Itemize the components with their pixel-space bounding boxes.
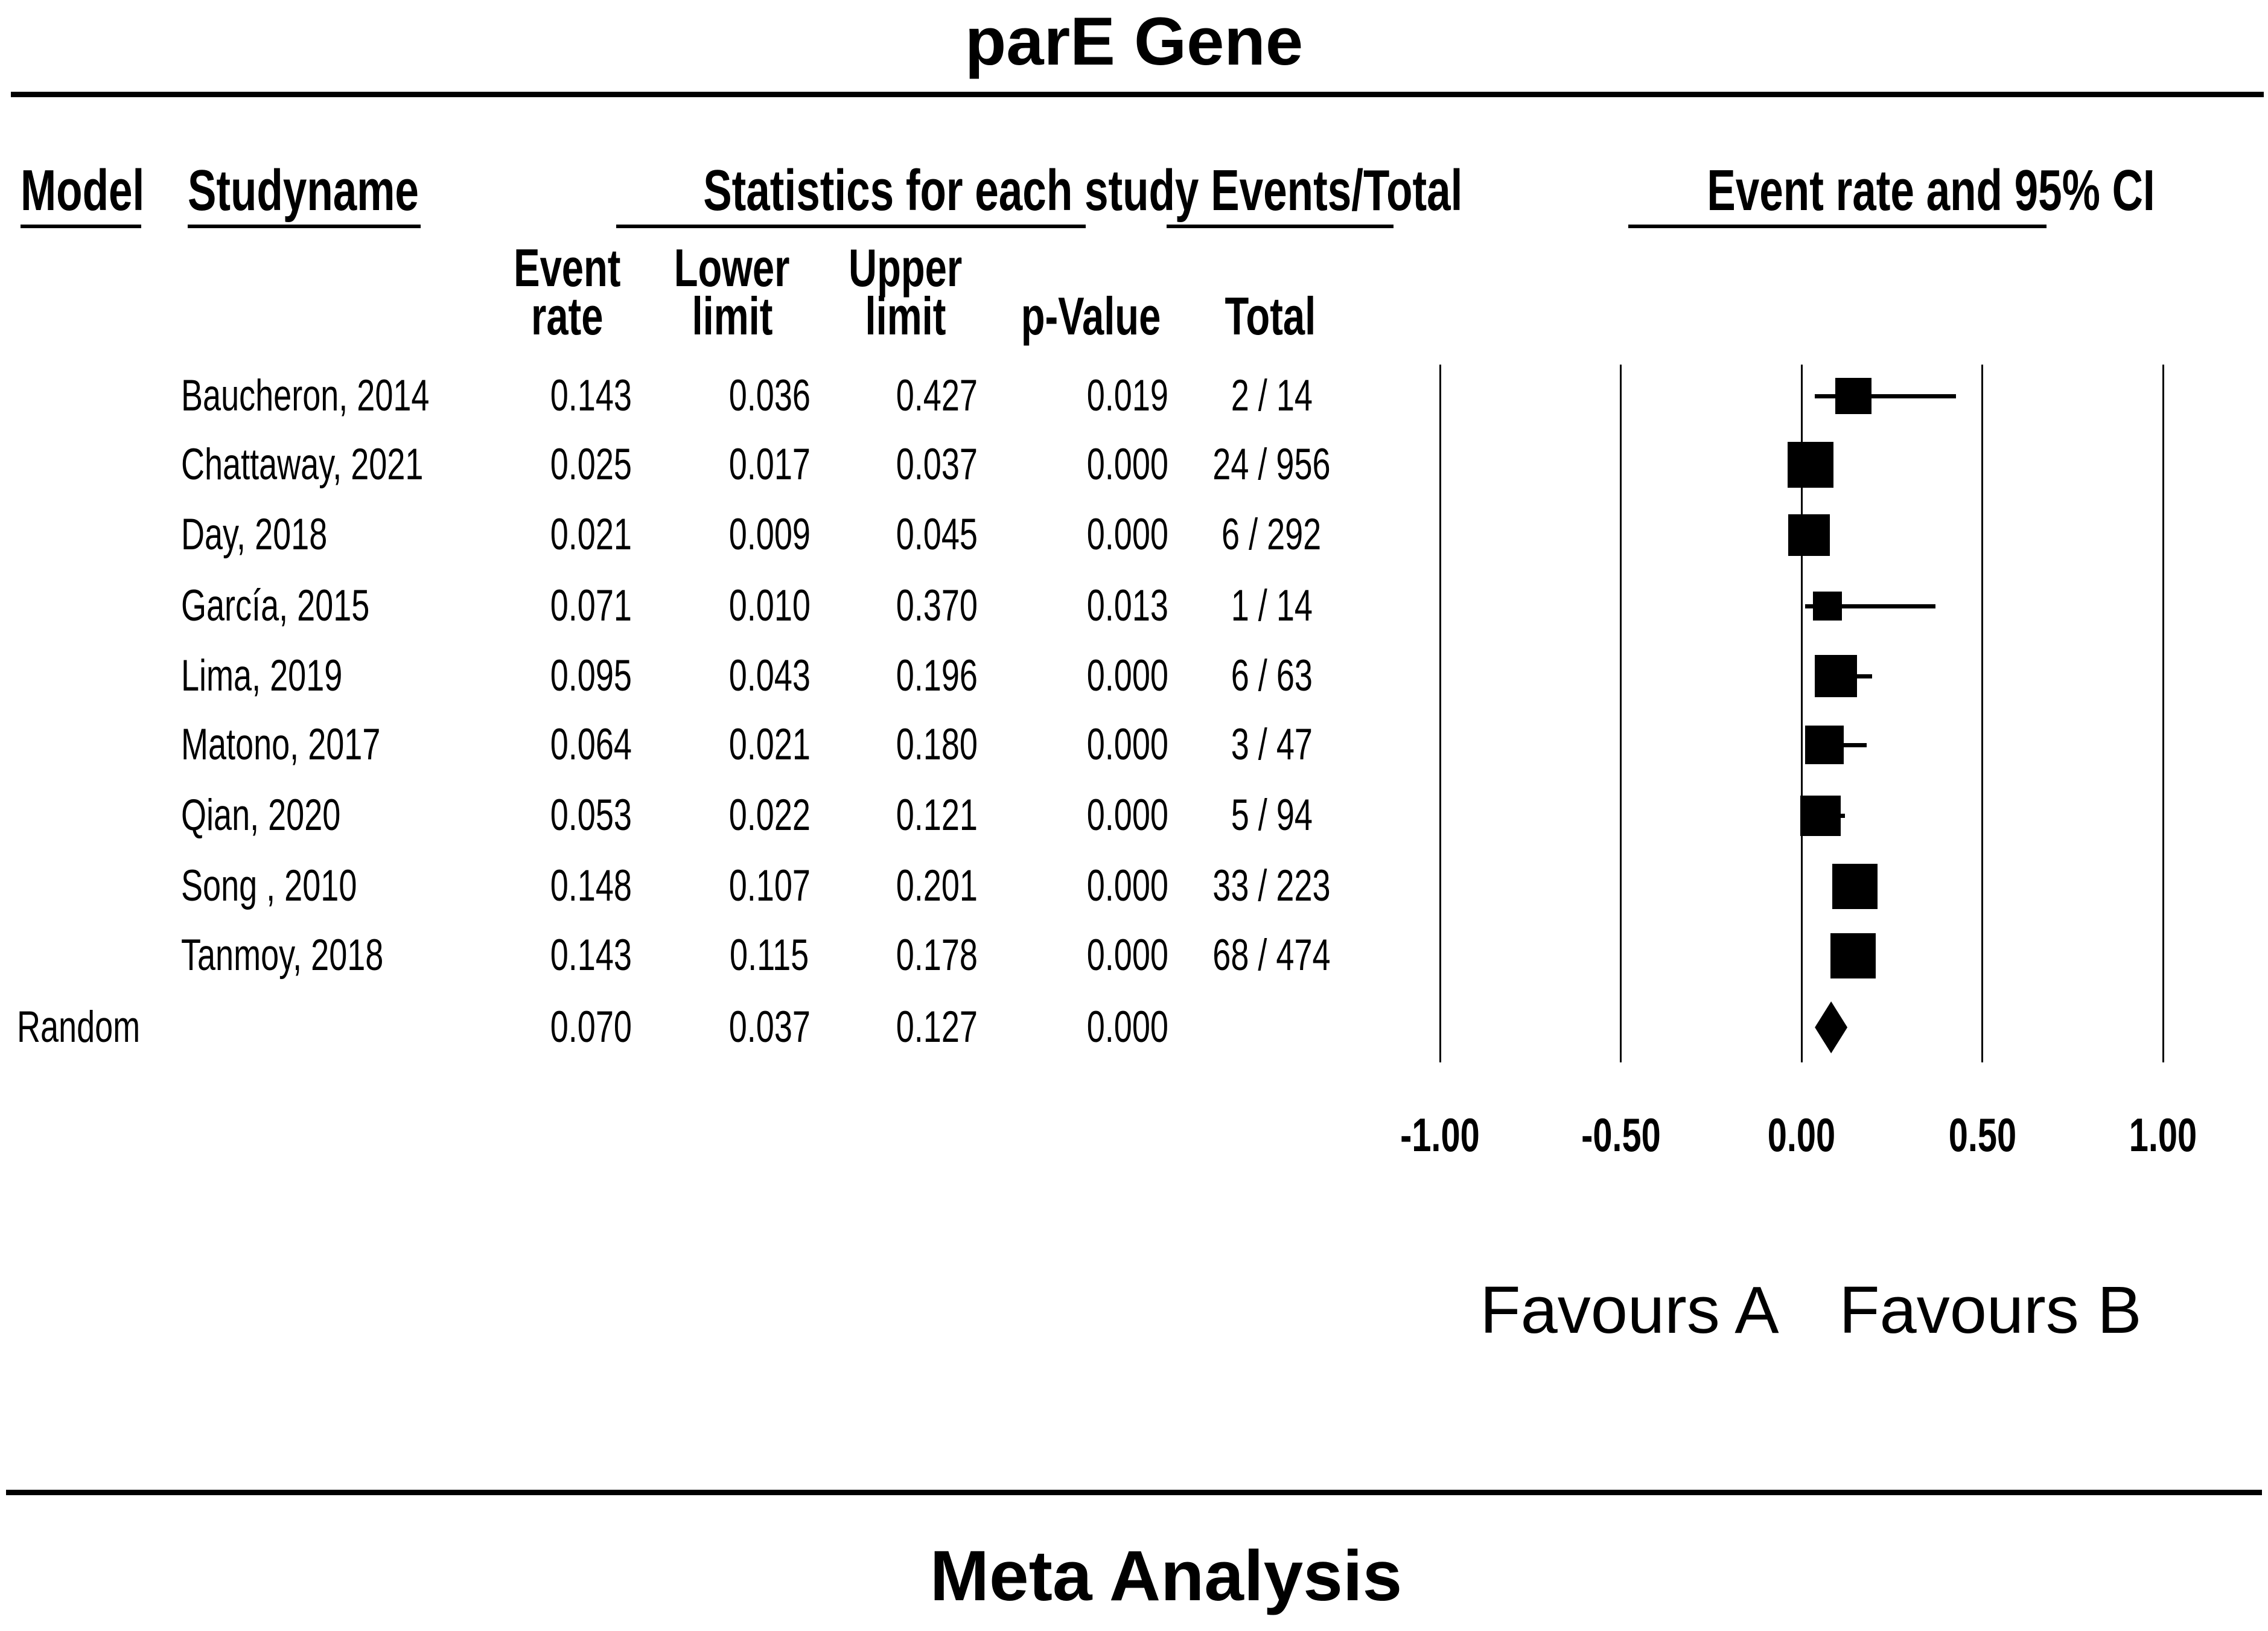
events-total-cell: 24 / 956 [1212,440,1331,489]
axis-gridline [1439,365,1441,1062]
events-total-cell: 3 / 47 [1231,720,1313,769]
lower-limit-cell: 0.022 [728,791,811,840]
events-total-cell: 68 / 474 [1212,931,1331,980]
axis-tick-label: 1.00 [2129,1108,2197,1161]
events-total-cell: 33 / 223 [1212,861,1331,910]
column-header-statistics: Statistics for each study [616,161,1199,228]
study-name-cell: Baucheron, 2014 [181,371,430,420]
event-rate-cell: 0.053 [550,791,632,840]
events-total-cell: 1 / 14 [1231,581,1313,630]
axis-gridline [1620,365,1622,1062]
events-total-cell: 6 / 63 [1231,651,1313,700]
p-value-cell: 0.000 [1086,510,1168,559]
event-rate-cell: 0.071 [550,581,632,630]
forest-square [1832,863,1878,909]
study-name-cell: Lima, 2019 [181,651,343,700]
p-value-cell: 0.000 [1086,1003,1168,1052]
lower-limit-cell: 0.037 [728,1003,811,1052]
axis-gridline [1981,365,1983,1062]
lower-limit-cell: 0.043 [728,651,811,700]
subheader-lower-limit: Lower limit [674,238,790,346]
column-header-event-rate-ci: Event rate and 95% CI [1628,161,2155,228]
forest-square [1830,933,1876,978]
p-value-cell: 0.019 [1086,371,1168,420]
upper-limit-cell: 0.196 [896,651,978,700]
events-total-cell: 2 / 14 [1231,371,1313,420]
study-name-cell: Tanmoy, 2018 [181,931,384,980]
event-rate-cell: 0.148 [550,861,632,910]
axis-tick-label: -1.00 [1400,1108,1480,1161]
forest-ci-line [1814,394,1956,398]
event-rate-cell: 0.025 [550,440,632,489]
p-value-cell: 0.000 [1086,931,1168,980]
forest-square [1805,726,1844,764]
axis-gridline [1800,365,1803,1062]
summary-diamond [1815,1001,1848,1053]
study-name-cell: Song , 2010 [181,861,357,910]
axis-gridline [2162,365,2164,1062]
forest-square [1812,592,1842,621]
p-value-cell: 0.000 [1086,651,1168,700]
upper-limit-cell: 0.045 [896,510,978,559]
lower-limit-cell: 0.036 [728,371,811,420]
p-value-cell: 0.000 [1086,720,1168,769]
upper-limit-cell: 0.178 [896,931,978,980]
footer-divider-line [6,1490,2262,1495]
favours-left-label: Favours A [1480,1273,1779,1347]
study-name-cell: Matono, 2017 [181,720,381,769]
upper-limit-cell: 0.127 [896,1003,978,1052]
study-name-cell: Qian, 2020 [181,791,341,840]
study-name-cell: García, 2015 [181,581,370,630]
upper-limit-cell: 0.201 [896,861,978,910]
subheader-total: Total [1225,286,1316,346]
column-header-events-total: Events/Total [1167,161,1462,228]
axis-tick-label: -0.50 [1581,1108,1661,1161]
study-name-cell: Day, 2018 [181,510,328,559]
lower-limit-cell: 0.009 [728,510,811,559]
column-header-studyname: Studyname [188,161,421,228]
title-divider-line [11,92,2264,97]
forest-square [1835,378,1871,414]
subheader-p-value: p-Value [1021,286,1161,346]
subheader-upper-limit: Upper limit [848,238,963,346]
lower-limit-cell: 0.107 [728,861,811,910]
study-name-cell: Chattaway, 2021 [181,440,424,489]
lower-limit-cell: 0.115 [730,931,809,980]
column-header-model: Model [21,161,144,228]
event-rate-cell: 0.070 [550,1003,632,1052]
event-rate-cell: 0.064 [550,720,632,769]
figure-footer: Meta Analysis [929,1536,1403,1616]
p-value-cell: 0.000 [1086,861,1168,910]
upper-limit-cell: 0.370 [896,581,978,630]
upper-limit-cell: 0.037 [896,440,978,489]
event-rate-cell: 0.143 [550,371,632,420]
p-value-cell: 0.000 [1086,440,1168,489]
p-value-cell: 0.013 [1086,581,1168,630]
forest-ci-line [1805,604,1935,608]
p-value-cell: 0.000 [1086,791,1168,840]
forest-square [1788,514,1830,556]
events-total-cell: 5 / 94 [1231,791,1313,840]
lower-limit-cell: 0.017 [728,440,811,489]
upper-limit-cell: 0.427 [896,371,978,420]
axis-tick-label: 0.50 [1948,1108,2016,1161]
favours-right-label: Favours B [1839,1273,2142,1347]
lower-limit-cell: 0.021 [728,720,811,769]
forest-square [1800,795,1841,836]
forest-square [1814,655,1857,697]
event-rate-cell: 0.095 [550,651,632,700]
event-rate-cell: 0.021 [550,510,632,559]
upper-limit-cell: 0.180 [896,720,978,769]
lower-limit-cell: 0.010 [728,581,811,630]
subheader-event-rate: Event rate [514,238,621,346]
event-rate-cell: 0.143 [550,931,632,980]
model-label-cell: Random [17,1003,141,1052]
upper-limit-cell: 0.121 [896,791,978,840]
axis-tick-label: 0.00 [1767,1108,1836,1161]
forest-square [1787,442,1833,488]
figure-title: parE Gene [964,4,1304,79]
events-total-cell: 6 / 292 [1222,510,1322,559]
